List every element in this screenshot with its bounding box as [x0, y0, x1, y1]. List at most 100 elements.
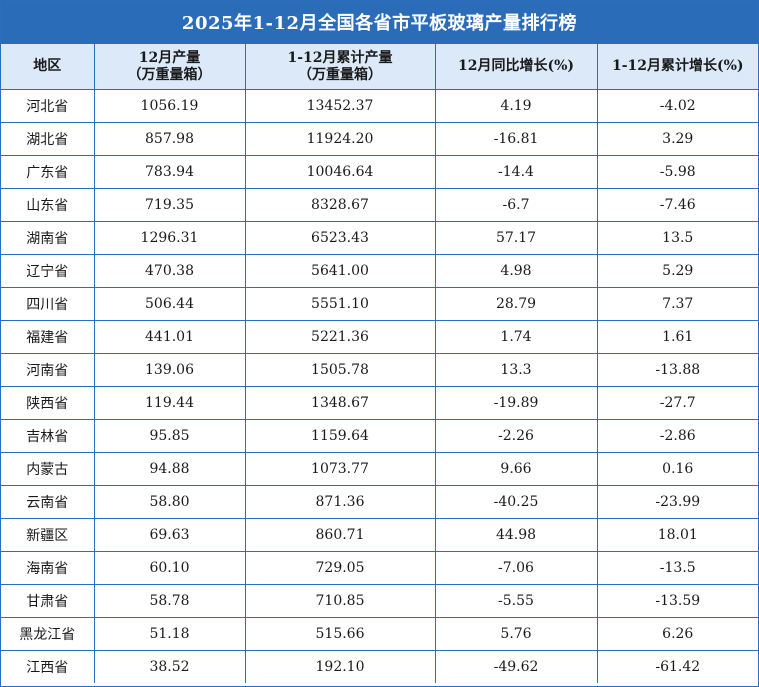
cell-ytd-output: 13452.37: [244, 89, 436, 123]
cell-region: 甘肃省: [1, 584, 95, 618]
cell-region: 新疆区: [1, 518, 95, 552]
table-row: 内蒙古 94.88 1073.77 9.66 0.16: [1, 452, 758, 486]
header-ytd-yoy: 1-12月累计增长(%): [596, 44, 758, 90]
table-row: 甘肃省 58.78 710.85 -5.55 -13.59: [1, 584, 758, 618]
table-row: 河南省 139.06 1505.78 13.3 -13.88: [1, 353, 758, 387]
cell-ytd-yoy: -13.59: [596, 584, 758, 618]
cell-ytd-yoy: -7.46: [596, 188, 758, 222]
cell-dec-yoy: -2.26: [434, 419, 598, 453]
cell-ytd-yoy: -2.86: [596, 419, 758, 453]
cell-dec-output: 38.52: [93, 650, 246, 683]
cell-region: 陕西省: [1, 386, 95, 420]
cell-region: 广东省: [1, 155, 95, 189]
cell-dec-output: 139.06: [93, 353, 246, 387]
cell-dec-output: 857.98: [93, 122, 246, 156]
header-dec-output-line1: 12月产量: [138, 49, 201, 66]
cell-dec-output: 119.44: [93, 386, 246, 420]
cell-dec-yoy: 4.19: [434, 89, 598, 123]
cell-ytd-output: 5221.36: [244, 320, 436, 354]
cell-region: 河北省: [1, 89, 95, 123]
cell-ytd-output: 5551.10: [244, 287, 436, 321]
table-row: 吉林省 95.85 1159.64 -2.26 -2.86: [1, 419, 758, 453]
cell-ytd-output: 871.36: [244, 485, 436, 519]
cell-ytd-yoy: -5.98: [596, 155, 758, 189]
cell-ytd-yoy: -4.02: [596, 89, 758, 123]
cell-ytd-yoy: 18.01: [596, 518, 758, 552]
cell-dec-yoy: -49.62: [434, 650, 598, 683]
cell-dec-output: 58.78: [93, 584, 246, 618]
cell-ytd-output: 192.10: [244, 650, 436, 683]
cell-ytd-yoy: 3.29: [596, 122, 758, 156]
cell-ytd-output: 729.05: [244, 551, 436, 585]
table-row: 山东省 719.35 8328.67 -6.7 -7.46: [1, 188, 758, 222]
cell-ytd-yoy: 7.37: [596, 287, 758, 321]
cell-dec-output: 719.35: [93, 188, 246, 222]
cell-dec-yoy: 28.79: [434, 287, 598, 321]
cell-dec-output: 1056.19: [93, 89, 246, 123]
table-row: 江西省 38.52 192.10 -49.62 -61.42: [1, 650, 758, 683]
table-row: 广东省 783.94 10046.64 -14.4 -5.98: [1, 155, 758, 189]
cell-ytd-output: 10046.64: [244, 155, 436, 189]
cell-region: 湖南省: [1, 221, 95, 255]
table-row: 陕西省 119.44 1348.67 -19.89 -27.7: [1, 386, 758, 420]
header-dec-output-line2: （万重量箱）: [127, 66, 212, 83]
table-row: 湖北省 857.98 11924.20 -16.81 3.29: [1, 122, 758, 156]
cell-dec-yoy: -14.4: [434, 155, 598, 189]
cell-region: 内蒙古: [1, 452, 95, 486]
cell-dec-output: 94.88: [93, 452, 246, 486]
cell-region: 福建省: [1, 320, 95, 354]
cell-region: 海南省: [1, 551, 95, 585]
header-dec-yoy: 12月同比增长(%): [434, 44, 598, 90]
cell-dec-yoy: -16.81: [434, 122, 598, 156]
cell-region: 黑龙江省: [1, 617, 95, 651]
cell-dec-output: 51.18: [93, 617, 246, 651]
cell-ytd-output: 860.71: [244, 518, 436, 552]
cell-dec-yoy: -19.89: [434, 386, 598, 420]
cell-dec-yoy: 1.74: [434, 320, 598, 354]
table-header: 地区 12月产量 （万重量箱） 1-12月累计产量 （万重量箱） 12月同比增长…: [1, 44, 758, 90]
cell-ytd-yoy: 5.29: [596, 254, 758, 288]
table-row: 海南省 60.10 729.05 -7.06 -13.5: [1, 551, 758, 585]
cell-ytd-yoy: 13.5: [596, 221, 758, 255]
table-row: 湖南省 1296.31 6523.43 57.17 13.5: [1, 221, 758, 255]
cell-dec-yoy: -5.55: [434, 584, 598, 618]
cell-ytd-output: 1073.77: [244, 452, 436, 486]
cell-region: 云南省: [1, 485, 95, 519]
cell-dec-yoy: 44.98: [434, 518, 598, 552]
header-ytd-output-line1: 1-12月累计产量: [287, 49, 393, 66]
cell-ytd-output: 6523.43: [244, 221, 436, 255]
header-region-label: 地区: [33, 58, 62, 74]
table-body: 河北省 1056.19 13452.37 4.19 -4.02 湖北省 857.…: [1, 89, 758, 683]
cell-dec-output: 95.85: [93, 419, 246, 453]
cell-ytd-yoy: 1.61: [596, 320, 758, 354]
table-row: 黑龙江省 51.18 515.66 5.76 6.26: [1, 617, 758, 651]
cell-dec-yoy: 5.76: [434, 617, 598, 651]
cell-ytd-yoy: -13.88: [596, 353, 758, 387]
cell-ytd-yoy: 0.16: [596, 452, 758, 486]
cell-dec-yoy: 4.98: [434, 254, 598, 288]
cell-dec-yoy: 13.3: [434, 353, 598, 387]
ranking-table: 地区 12月产量 （万重量箱） 1-12月累计产量 （万重量箱） 12月同比增长…: [1, 44, 758, 683]
cell-ytd-output: 5641.00: [244, 254, 436, 288]
cell-ytd-yoy: -13.5: [596, 551, 758, 585]
cell-ytd-output: 1505.78: [244, 353, 436, 387]
header-ytd-output: 1-12月累计产量 （万重量箱）: [244, 44, 436, 90]
header-row: 地区 12月产量 （万重量箱） 1-12月累计产量 （万重量箱） 12月同比增长…: [1, 44, 758, 90]
cell-ytd-yoy: -23.99: [596, 485, 758, 519]
cell-ytd-output: 1159.64: [244, 419, 436, 453]
cell-ytd-yoy: -27.7: [596, 386, 758, 420]
header-ytd-yoy-label: 1-12月累计增长(%): [611, 58, 744, 74]
cell-dec-output: 69.63: [93, 518, 246, 552]
cell-dec-yoy: -6.7: [434, 188, 598, 222]
table-row: 辽宁省 470.38 5641.00 4.98 5.29: [1, 254, 758, 288]
header-dec-output: 12月产量 （万重量箱）: [93, 44, 246, 90]
cell-region: 辽宁省: [1, 254, 95, 288]
cell-ytd-output: 11924.20: [244, 122, 436, 156]
header-ytd-output-line2: （万重量箱）: [298, 66, 382, 83]
cell-region: 吉林省: [1, 419, 95, 453]
cell-dec-output: 58.80: [93, 485, 246, 519]
cell-dec-output: 441.01: [93, 320, 246, 354]
table-row: 新疆区 69.63 860.71 44.98 18.01: [1, 518, 758, 552]
cell-dec-output: 470.38: [93, 254, 246, 288]
